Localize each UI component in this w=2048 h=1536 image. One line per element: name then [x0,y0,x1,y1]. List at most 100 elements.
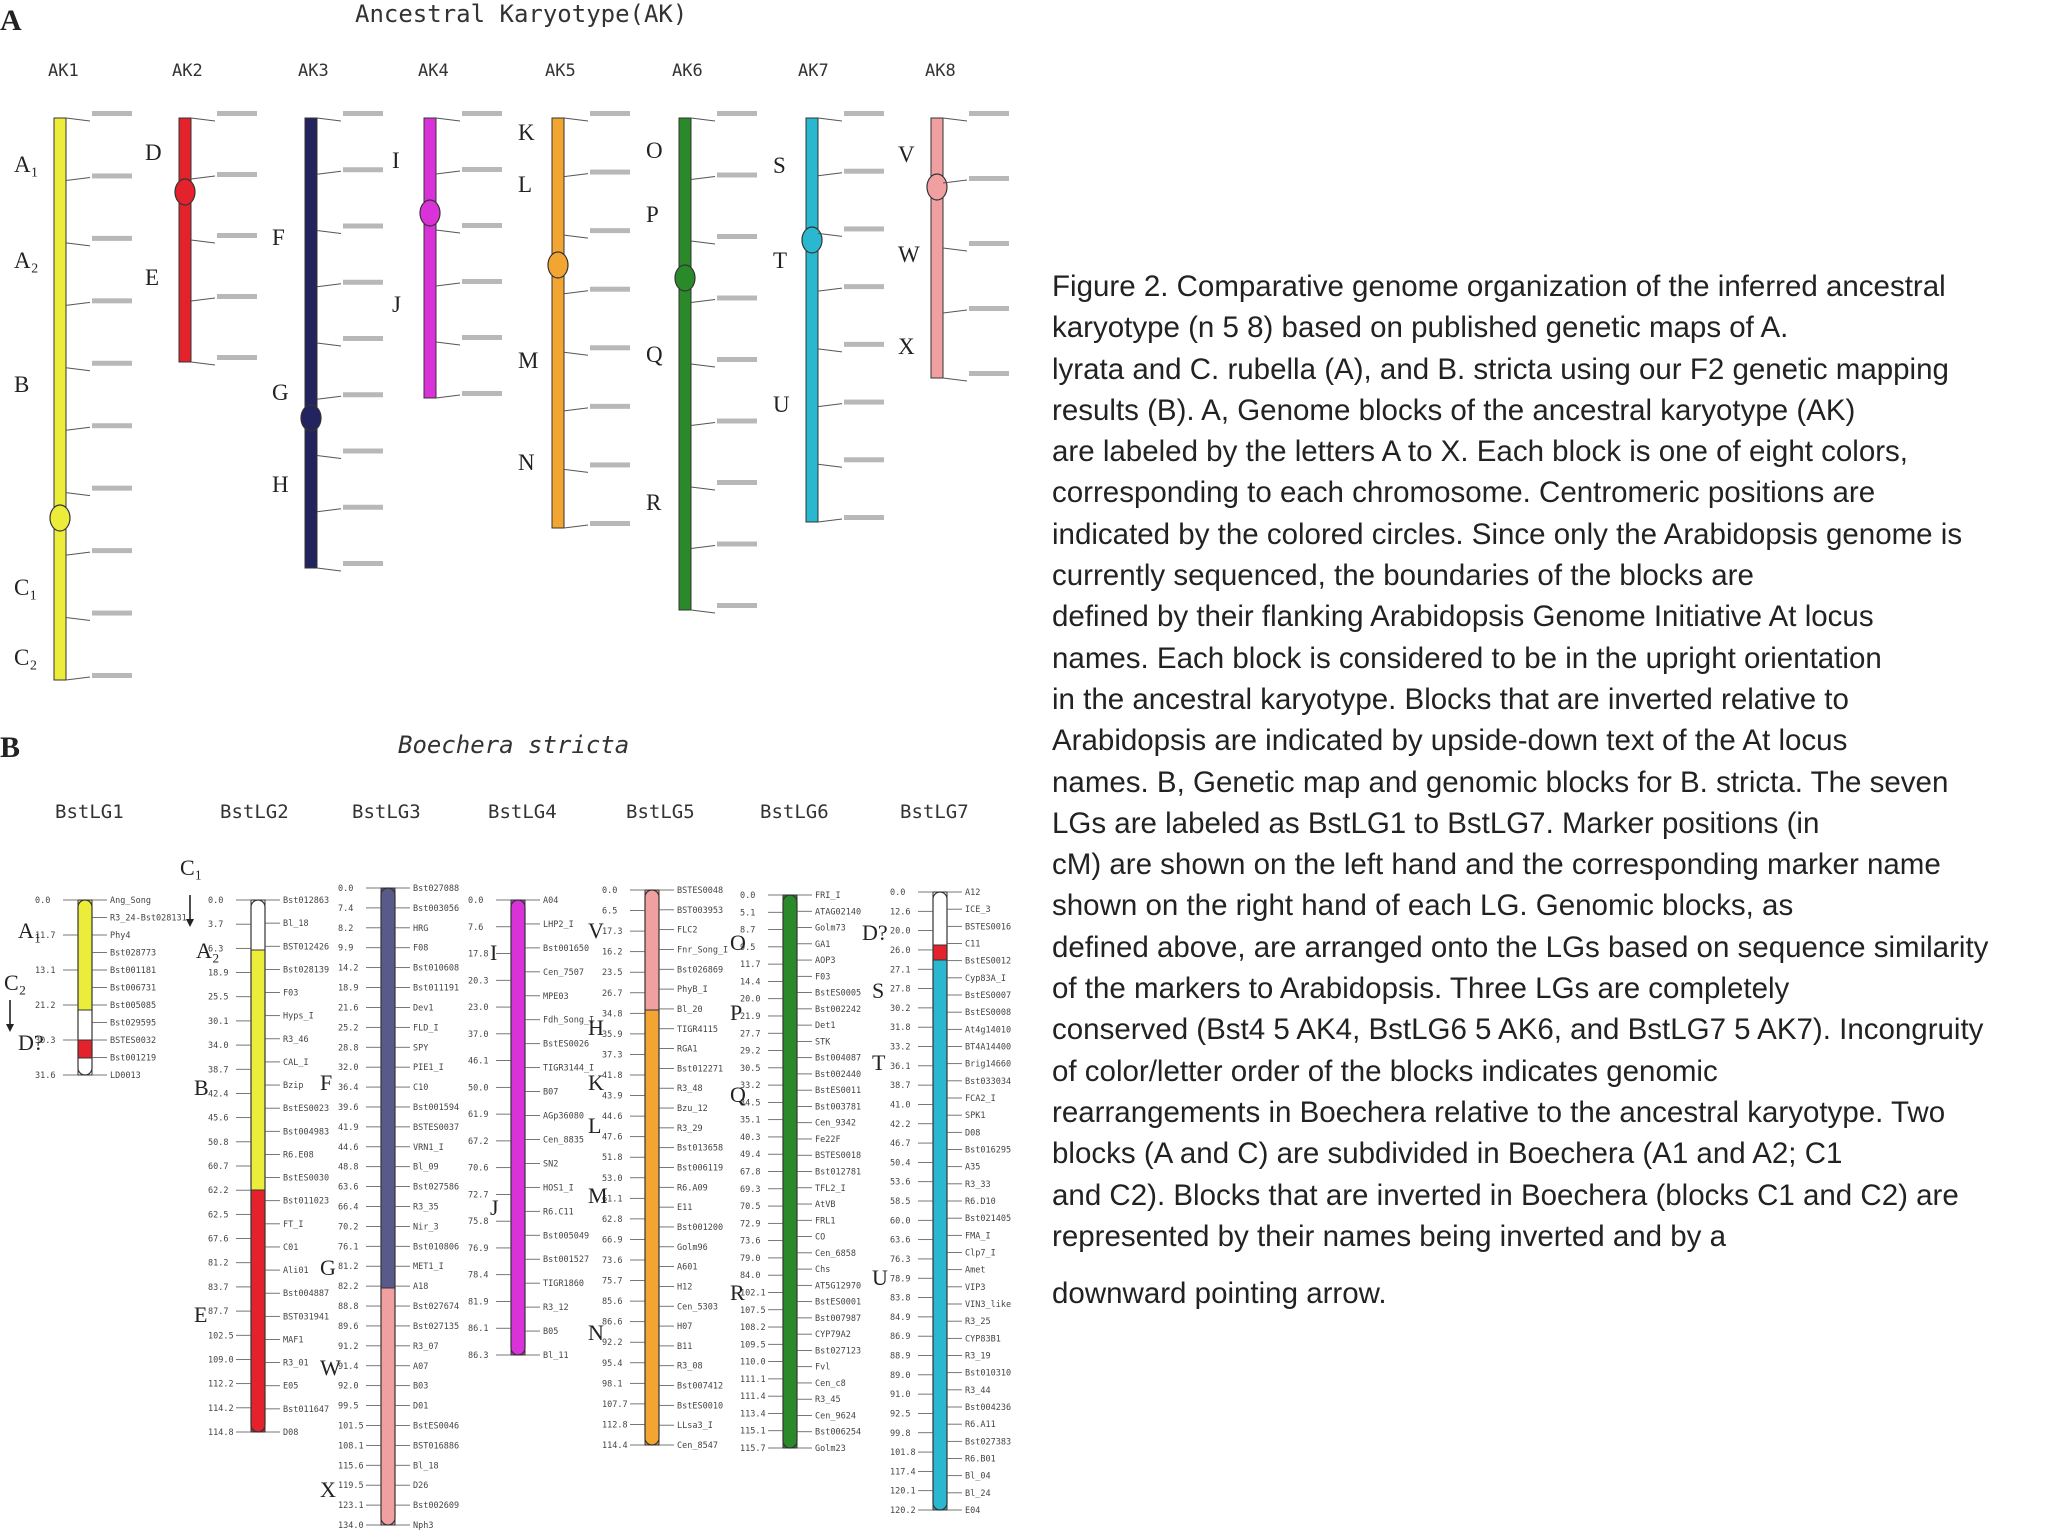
locus-name-glyph [590,169,630,175]
ak-chromosome-label: AK6 [672,61,703,81]
marker-name: Bst010310 [965,1369,1011,1379]
lg-label-bstlg4: BstLG4 [488,801,557,823]
marker-name: BSTES0018 [815,1151,861,1161]
marker-name: E11 [677,1203,692,1213]
marker-name: Fe22F [815,1135,841,1145]
marker-position: 70.2 [338,1222,358,1232]
marker-name: Bst011191 [413,984,459,994]
marker-name: BstES0030 [283,1174,329,1184]
marker-name: Fdh_Song_I [543,1016,594,1026]
marker-position: 70.6 [468,1164,488,1174]
locus-tick [690,422,716,426]
marker-name: Golm23 [815,1444,846,1454]
ak-block-label-L: L [518,172,532,197]
marker-position: 23.0 [468,1003,488,1013]
locus-tick [563,173,589,178]
marker-position: 6.3 [208,944,223,954]
marker-position: 51.8 [602,1153,622,1163]
marker-name: Bst011647 [283,1405,329,1415]
ak-chromosome-ak1: AK1 [48,61,132,681]
lg-block-segment [380,887,396,1289]
figure-caption: Figure 2. Comparative genome organizatio… [1052,266,2037,1314]
marker-position: 27.1 [890,965,910,975]
marker-name: R3_33 [965,1180,991,1190]
marker-name: Ang_Song [110,896,151,906]
marker-name: B05 [543,1327,558,1337]
locus-tick [563,351,589,356]
marker-name: FLC2 [677,926,697,936]
ak-block-label-M: M [518,348,538,373]
ak-chromosome-bar [304,117,318,569]
marker-position: 35.1 [740,1116,760,1126]
marker-position: 83.8 [890,1294,910,1304]
marker-position: 31.6 [35,1071,55,1081]
locus-tick [817,232,843,237]
locus-tick [65,551,91,556]
marker-name: Bl_09 [413,1163,439,1173]
locus-name-glyph [844,399,884,405]
marker-name: BstES0001 [815,1298,861,1308]
lg-block-segment [77,1009,93,1041]
caption-line: cM) are shown on the left hand and the c… [1052,848,1941,882]
lg-block-segment [510,899,526,1356]
marker-name: GA1 [815,940,830,950]
marker-position: 86.6 [602,1318,622,1328]
marker-position: 18.9 [338,984,358,994]
marker-name: BST012426 [283,942,329,952]
marker-position: 98.1 [602,1379,622,1389]
ak-chromosome-label: AK7 [798,61,829,81]
lg-block-label-V: V [588,918,604,943]
locus-tick [316,342,342,347]
marker-name: A601 [677,1263,697,1273]
marker-name: Bl_04 [965,1472,991,1482]
marker-position: 0.0 [338,884,353,894]
locus-tick [817,518,843,523]
marker-position: 0.0 [740,891,755,901]
marker-name: Fvl [815,1363,830,1373]
caption-line: of color/letter order of the blocks indi… [1052,1054,1718,1088]
marker-position: 14.2 [338,964,358,974]
marker-position: 29.2 [740,1047,760,1057]
locus-tick [316,455,342,459]
centromere-circle [674,264,696,292]
locus-tick [435,117,461,122]
marker-name: R3_46 [283,1035,309,1045]
ak-block-label-X: X [898,334,915,359]
ak-block-label-E: E [145,265,159,290]
marker-name: E05 [283,1382,298,1392]
ak-chromosome-label: AK4 [418,61,449,81]
locus-name-glyph [343,167,383,173]
locus-name-glyph [590,286,630,292]
marker-name: R3_44 [965,1386,991,1396]
locus-name-glyph [343,448,383,454]
marker-name: Bst029595 [110,1019,156,1029]
marker-name: Dev1 [413,1003,433,1013]
marker-position: 8.2 [338,924,353,934]
ak-chromosome-label: AK8 [925,61,956,81]
ak-chromosome-ak5: AK5 [545,61,630,529]
marker-position: 12.6 [890,907,910,917]
marker-name: D08 [283,1428,298,1438]
caption-line: conserved (Bst4 5 AK4, BstLG6 5 AK6, and… [1052,1013,1984,1047]
marker-position: 99.5 [338,1402,358,1412]
locus-tick [435,229,461,234]
marker-name: Bst005085 [110,1001,156,1011]
lg-block-segment [77,899,93,1011]
marker-position: 43.9 [602,1092,622,1102]
ak-chromosome-bar [423,117,437,399]
locus-name-glyph [92,298,132,304]
locus-name-glyph [717,172,757,178]
marker-position: 21.6 [338,1003,358,1013]
locus-tick [190,239,216,244]
marker-name: Bst033034 [965,1077,1011,1087]
locus-tick [65,617,91,622]
caption-line: are labeled by the letters A to X. Each … [1052,435,1909,469]
panel-b-title: Boechera stricta [398,731,629,759]
ak-block-label-K: K [518,120,535,145]
marker-position: 109.0 [208,1355,234,1365]
marker-position: 112.8 [602,1420,628,1430]
marker-position: 113.4 [740,1409,766,1419]
lg-block-segment [644,889,660,1011]
caption-line: corresponding to each chromosome. Centro… [1052,476,1876,510]
